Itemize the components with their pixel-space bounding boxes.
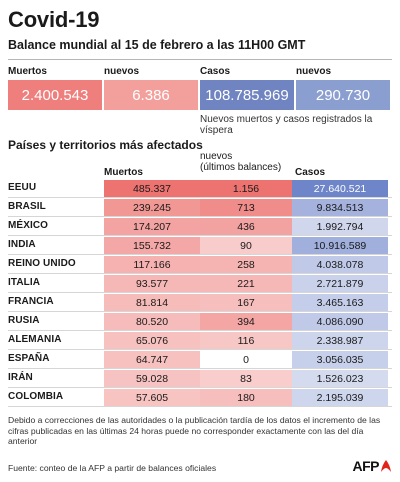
row-divider xyxy=(8,311,392,312)
table-row: EEUU 485.337 1.156 27.640.521 xyxy=(0,179,400,198)
summary-nuevos-casos-value: 290.730 xyxy=(296,80,390,110)
row-divider xyxy=(8,216,392,217)
row-divider xyxy=(8,235,392,236)
country-name: EEUU xyxy=(8,182,37,193)
country-name: ESPAÑA xyxy=(8,353,50,364)
afp-logo-text: AFP xyxy=(352,458,380,474)
muertos-cell: 155.732 xyxy=(104,237,200,254)
casos-cell: 2.195.039 xyxy=(292,389,388,406)
summary-note: Nuevos muertos y casos registrados la ví… xyxy=(200,114,373,136)
muertos-cell: 485.337 xyxy=(104,180,200,197)
afp-flame-icon xyxy=(381,460,391,472)
country-name: ALEMANIA xyxy=(8,334,62,345)
col-header-muertos: Muertos xyxy=(104,167,143,178)
col-header-nuevos: nuevos xyxy=(200,151,233,162)
col-header-casos: Casos xyxy=(295,167,326,178)
table-row: FRANCIA 81.814 167 3.465.163 xyxy=(0,293,400,312)
muertos-cell: 174.207 xyxy=(104,218,200,235)
muertos-cell: 80.520 xyxy=(104,313,200,330)
table-row: ALEMANIA 65.076 116 2.338.987 xyxy=(0,331,400,350)
page-subtitle: Balance mundial al 15 de febrero a las 1… xyxy=(8,38,306,52)
summary-muertos-value: 2.400.543 xyxy=(8,80,102,110)
casos-cell: 9.834.513 xyxy=(292,199,388,216)
row-divider xyxy=(8,254,392,255)
casos-cell: 27.640.521 xyxy=(292,180,388,197)
nuevos-cell: 713 xyxy=(200,199,292,216)
nuevos-cell: 90 xyxy=(200,237,292,254)
footnote: Debido a correcciones de las autoridades… xyxy=(8,415,381,447)
casos-cell: 3.465.163 xyxy=(292,294,388,311)
summary-muertos-label: Muertos xyxy=(8,66,47,77)
nuevos-cell: 1.156 xyxy=(200,180,292,197)
table-row: INDIA 155.732 90 10.916.589 xyxy=(0,236,400,255)
casos-cell: 2.721.879 xyxy=(292,275,388,292)
nuevos-cell: 221 xyxy=(200,275,292,292)
nuevos-cell: 180 xyxy=(200,389,292,406)
nuevos-cell: 116 xyxy=(200,332,292,349)
table-row: ESPAÑA 64.747 0 3.056.035 xyxy=(0,350,400,369)
table-row: IRÁN 59.028 83 1.526.023 xyxy=(0,369,400,388)
casos-cell: 4.038.078 xyxy=(292,256,388,273)
casos-cell: 4.086.090 xyxy=(292,313,388,330)
table-row: BRASIL 239.245 713 9.834.513 xyxy=(0,198,400,217)
table-row: COLOMBIA 57.605 180 2.195.039 xyxy=(0,388,400,407)
muertos-cell: 65.076 xyxy=(104,332,200,349)
nuevos-cell: 0 xyxy=(200,351,292,368)
muertos-cell: 59.028 xyxy=(104,370,200,387)
summary-casos-label: Casos xyxy=(200,66,231,77)
casos-cell: 3.056.035 xyxy=(292,351,388,368)
casos-cell: 1.526.023 xyxy=(292,370,388,387)
country-name: ITALIA xyxy=(8,277,41,288)
nuevos-cell: 83 xyxy=(200,370,292,387)
summary-nuevos-muertos-value: 6.386 xyxy=(104,80,198,110)
row-divider xyxy=(8,368,392,369)
table-row: MÉXICO 174.207 436 1.992.794 xyxy=(0,217,400,236)
table-row: ITALIA 93.577 221 2.721.879 xyxy=(0,274,400,293)
afp-logo: AFP xyxy=(353,458,393,474)
summary-casos-value: 108.785.969 xyxy=(200,80,294,110)
row-divider xyxy=(8,330,392,331)
nuevos-cell: 436 xyxy=(200,218,292,235)
casos-cell: 2.338.987 xyxy=(292,332,388,349)
muertos-cell: 117.166 xyxy=(104,256,200,273)
nuevos-cell: 394 xyxy=(200,313,292,330)
muertos-cell: 93.577 xyxy=(104,275,200,292)
country-name: REINO UNIDO xyxy=(8,258,76,269)
source-note: Fuente: conteo de la AFP a partir de bal… xyxy=(8,463,217,473)
table-row: RUSIA 80.520 394 4.086.090 xyxy=(0,312,400,331)
table-row: REINO UNIDO 117.166 258 4.038.078 xyxy=(0,255,400,274)
muertos-cell: 81.814 xyxy=(104,294,200,311)
row-divider xyxy=(8,273,392,274)
casos-cell: 10.916.589 xyxy=(292,237,388,254)
nuevos-cell: 167 xyxy=(200,294,292,311)
country-name: FRANCIA xyxy=(8,296,54,307)
country-name: RUSIA xyxy=(8,315,40,326)
row-divider xyxy=(8,349,392,350)
country-name: BRASIL xyxy=(8,201,46,212)
page-title: Covid-19 xyxy=(8,7,100,32)
muertos-cell: 239.245 xyxy=(104,199,200,216)
muertos-cell: 64.747 xyxy=(104,351,200,368)
summary-nuevos-muertos-label: nuevos xyxy=(104,66,140,77)
country-name: IRÁN xyxy=(8,372,33,383)
country-name: MÉXICO xyxy=(8,220,49,231)
casos-cell: 1.992.794 xyxy=(292,218,388,235)
row-divider xyxy=(8,292,392,293)
nuevos-cell: 258 xyxy=(200,256,292,273)
country-name: INDIA xyxy=(8,239,36,250)
title-divider xyxy=(8,59,392,60)
col-header-nuevos-sub: (últimos balances) xyxy=(200,162,282,173)
summary-nuevos-casos-label: nuevos xyxy=(296,66,332,77)
row-divider xyxy=(8,406,392,407)
row-divider xyxy=(8,387,392,388)
section-title: Países y territorios más afectados xyxy=(8,138,203,152)
row-divider xyxy=(8,197,392,198)
country-name: COLOMBIA xyxy=(8,391,64,402)
muertos-cell: 57.605 xyxy=(104,389,200,406)
